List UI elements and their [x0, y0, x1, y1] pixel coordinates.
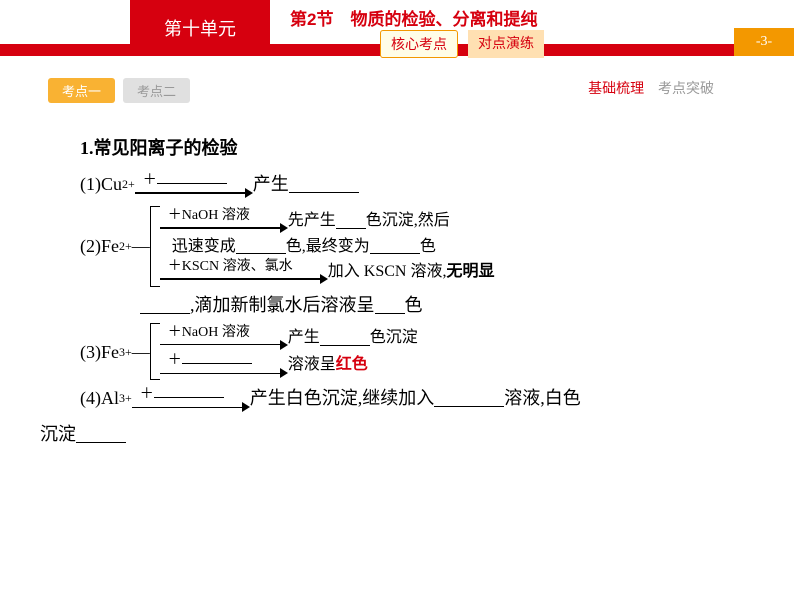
blank	[289, 175, 359, 193]
title-num: 1	[80, 138, 89, 158]
item4-r1: 产生白色沉淀,继续加入	[250, 380, 435, 416]
item2-bracket: ＋NaOH 溶液 先产生 色沉淀,然后 迅速变成 色,最终变为 色 ＋KSCN 溶液、…	[150, 206, 495, 287]
title-text: .常见阳离子的检验	[89, 138, 238, 158]
item3-bracket: ＋NaOH 溶液 产生 色沉淀 ＋ 溶液呈红色	[150, 323, 418, 381]
item2-top-r1: 先产生	[288, 208, 336, 234]
unit-label: 第十单元	[130, 0, 270, 55]
item2-mid: 迅速变成	[172, 234, 236, 260]
item1-result: 产生	[253, 166, 289, 202]
content-title: 1.常见阳离子的检验	[80, 130, 744, 166]
item2-mid3: 色	[420, 234, 436, 260]
item2-sup: 2+	[119, 234, 132, 258]
blank	[370, 238, 420, 254]
header: 第十单元 第2节 物质的检验、分离和提纯 核心考点 对点演练 -3-	[0, 0, 794, 55]
item3-top-r2: 色沉淀	[370, 325, 418, 351]
item-4-cont: 沉淀	[40, 416, 744, 452]
item2-cont2: 色	[405, 287, 423, 323]
item2-cont: ,滴加新制氯水后溶液呈	[190, 287, 375, 323]
item4-cont: 沉淀	[40, 416, 76, 452]
page-number: -3-	[734, 28, 794, 56]
item2-top-r2: 色沉淀,然后	[366, 208, 450, 234]
item1-label: (1)Cu	[80, 166, 122, 202]
tab-practice[interactable]: 对点演练	[468, 30, 544, 58]
link-jichu[interactable]: 基础梳理	[588, 80, 644, 96]
blank	[434, 389, 504, 407]
item3-bot-reagent: ＋	[168, 353, 182, 368]
item4-r2: 溶液,白色	[504, 380, 581, 416]
item-1: (1)Cu2+ ＋ 产生	[80, 166, 744, 202]
item2-bot-r1: 加入 KSCN 溶液,	[328, 259, 447, 285]
item3-sup: 3+	[119, 340, 132, 364]
item-4: (4)Al3+ ＋ 产生白色沉淀,继续加入 溶液,白色	[80, 380, 744, 416]
kaodian-2[interactable]: 考点二	[123, 78, 190, 103]
item3-top-reagent: ＋NaOH 溶液	[160, 326, 250, 340]
blank	[375, 296, 405, 314]
tabs: 核心考点 对点演练	[380, 30, 544, 58]
item3-bot-r2: 红色	[336, 352, 368, 378]
blank	[236, 238, 286, 254]
tab-core[interactable]: 核心考点	[380, 30, 458, 58]
right-links: 基础梳理 考点突破	[588, 78, 714, 98]
item-2: (2)Fe2+— ＋NaOH 溶液 先产生 色沉淀,然后 迅速变成 色,最终变为 色 …	[80, 206, 744, 287]
item-3: (3)Fe3+— ＋NaOH 溶液 产生 色沉淀 ＋ 溶液呈红色	[80, 323, 744, 381]
section-title: 第2节 物质的检验、分离和提纯	[290, 5, 537, 30]
blank	[140, 296, 190, 314]
content: 1.常见阳离子的检验 (1)Cu2+ ＋ 产生 (2)Fe2+— ＋NaOH 溶…	[80, 130, 744, 452]
link-tupo[interactable]: 考点突破	[658, 80, 714, 96]
item2-dash: —	[132, 228, 150, 264]
blank	[320, 330, 370, 346]
blank	[182, 350, 252, 364]
blank	[157, 170, 227, 184]
item1-plus: ＋	[143, 173, 157, 188]
item1-sup: 2+	[122, 172, 135, 196]
blank	[336, 213, 366, 229]
item2-label: (2)Fe	[80, 228, 119, 264]
item2-mid2: 色,最终变为	[286, 234, 370, 260]
item4-label: (4)Al	[80, 380, 119, 416]
item3-label: (3)Fe	[80, 334, 119, 370]
item3-dash: —	[132, 334, 150, 370]
item-2-cont: ,滴加新制氯水后溶液呈色	[80, 287, 744, 323]
red-bar	[0, 44, 734, 56]
item3-top-r1: 产生	[288, 325, 320, 351]
item4-sup: 3+	[119, 386, 132, 410]
item2-top-reagent: ＋NaOH 溶液	[160, 209, 250, 223]
item4-plus: ＋	[140, 387, 154, 402]
item1-arrow: ＋	[135, 170, 253, 198]
item2-bot-r2: 无明显	[446, 259, 494, 285]
blank	[76, 425, 126, 443]
blank	[154, 384, 224, 398]
item4-arrow: ＋	[132, 384, 250, 412]
item3-bot-r1: 溶液呈	[288, 352, 336, 378]
item2-bot-reagent: ＋KSCN 溶液、氯水	[160, 260, 293, 274]
kaodian-1[interactable]: 考点一	[48, 78, 115, 103]
